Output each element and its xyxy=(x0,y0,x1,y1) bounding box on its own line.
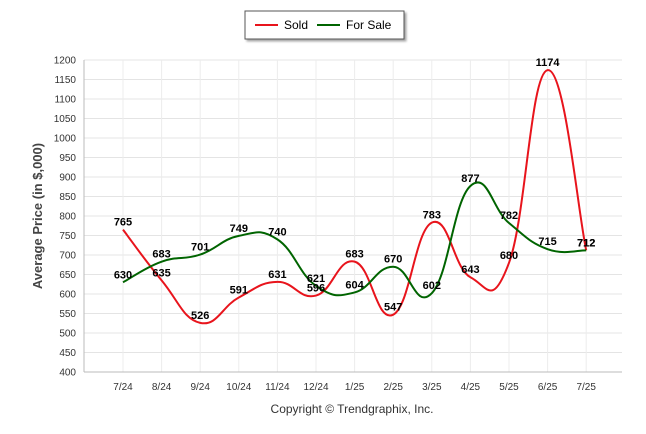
y-tick-label: 1000 xyxy=(54,134,77,145)
copyright: Copyright © Trendgraphix, Inc. xyxy=(271,402,434,416)
y-tick-label: 650 xyxy=(59,270,76,281)
x-tick-label: 2/25 xyxy=(383,382,403,393)
data-label-sold: 526 xyxy=(191,310,209,322)
data-label-sold: 680 xyxy=(500,250,518,262)
x-tick-label: 9/24 xyxy=(190,382,210,393)
y-tick-label: 1050 xyxy=(54,114,77,125)
data-label-sold: 631 xyxy=(268,269,286,281)
x-tick-label: 7/25 xyxy=(576,382,596,393)
data-label-for-sale: 670 xyxy=(384,254,402,266)
y-tick-label: 1200 xyxy=(54,56,77,67)
y-tick-label: 500 xyxy=(59,329,76,340)
data-label-sold: 765 xyxy=(114,217,132,229)
x-tick-label: 1/25 xyxy=(345,382,365,393)
series-line-for-sale xyxy=(122,181,587,299)
data-label-sold: 712 xyxy=(577,237,595,249)
data-label-for-sale: 740 xyxy=(268,226,286,238)
y-tick-label: 600 xyxy=(59,290,76,301)
x-tick-label: 8/24 xyxy=(152,382,172,393)
data-label-for-sale: 749 xyxy=(230,223,248,235)
data-label-sold: 1174 xyxy=(536,57,561,69)
legend-label-for-sale: For Sale xyxy=(346,18,392,32)
data-label-sold: 643 xyxy=(461,264,479,276)
y-tick-label: 950 xyxy=(59,153,76,164)
series-lines xyxy=(122,69,588,325)
x-tick-label: 5/25 xyxy=(499,382,519,393)
data-label-sold: 683 xyxy=(345,249,363,261)
data-label-for-sale: 712 xyxy=(577,237,595,249)
data-labels: 765 635 526 591 631 596 683 547 783 643 680 1174 712… xyxy=(114,57,596,322)
data-label-sold: 635 xyxy=(152,267,170,279)
x-tick-label: 11/24 xyxy=(265,382,290,393)
data-label-for-sale: 782 xyxy=(500,210,518,222)
x-tick-label: 3/25 xyxy=(422,382,442,393)
y-tick-label: 1150 xyxy=(54,75,76,86)
x-tick-label: 7/24 xyxy=(113,382,133,393)
x-tick-label: 10/24 xyxy=(226,382,251,393)
y-tick-label: 850 xyxy=(59,192,76,203)
data-label-for-sale: 630 xyxy=(114,269,132,281)
y-tick-label: 400 xyxy=(59,368,76,379)
y-tick-label: 800 xyxy=(59,212,76,223)
grid xyxy=(83,59,622,373)
y-tick-label: 700 xyxy=(59,251,76,262)
data-label-sold: 596 xyxy=(307,283,325,295)
y-tick-label: 1100 xyxy=(54,95,76,106)
data-label-sold: 547 xyxy=(384,302,402,314)
data-label-sold: 591 xyxy=(230,285,248,297)
legend: Sold For Sale xyxy=(244,10,405,40)
y-tick-label: 550 xyxy=(59,309,76,320)
x-tick-label: 6/25 xyxy=(538,382,558,393)
data-label-for-sale: 877 xyxy=(461,173,479,185)
data-label-for-sale: 621 xyxy=(307,273,325,285)
data-label-sold: 783 xyxy=(423,210,441,222)
data-label-for-sale: 604 xyxy=(345,279,364,291)
data-label-for-sale: 701 xyxy=(191,242,209,254)
legend-label-sold: Sold xyxy=(284,18,308,32)
x-tick-label: 12/24 xyxy=(303,382,328,393)
data-label-for-sale: 683 xyxy=(152,249,170,261)
data-label-for-sale: 602 xyxy=(423,280,441,292)
y-tick-label: 450 xyxy=(59,348,76,359)
y-tick-label: 900 xyxy=(59,173,76,184)
y-tick-label: 750 xyxy=(59,231,76,242)
x-axis-ticks: 7/24 8/24 9/24 10/24 11/24 12/24 1/25 2/25 3/25 4… xyxy=(113,382,596,393)
y-axis-ticks: 400 450 500 550 600 650 700 750 800 850 900 950 1000… xyxy=(54,56,77,379)
x-tick-label: 4/25 xyxy=(461,382,481,393)
series-line-sold xyxy=(122,69,588,325)
y-axis-label: Average Price (in $,000) xyxy=(30,143,45,289)
data-label-for-sale: 715 xyxy=(538,236,556,248)
